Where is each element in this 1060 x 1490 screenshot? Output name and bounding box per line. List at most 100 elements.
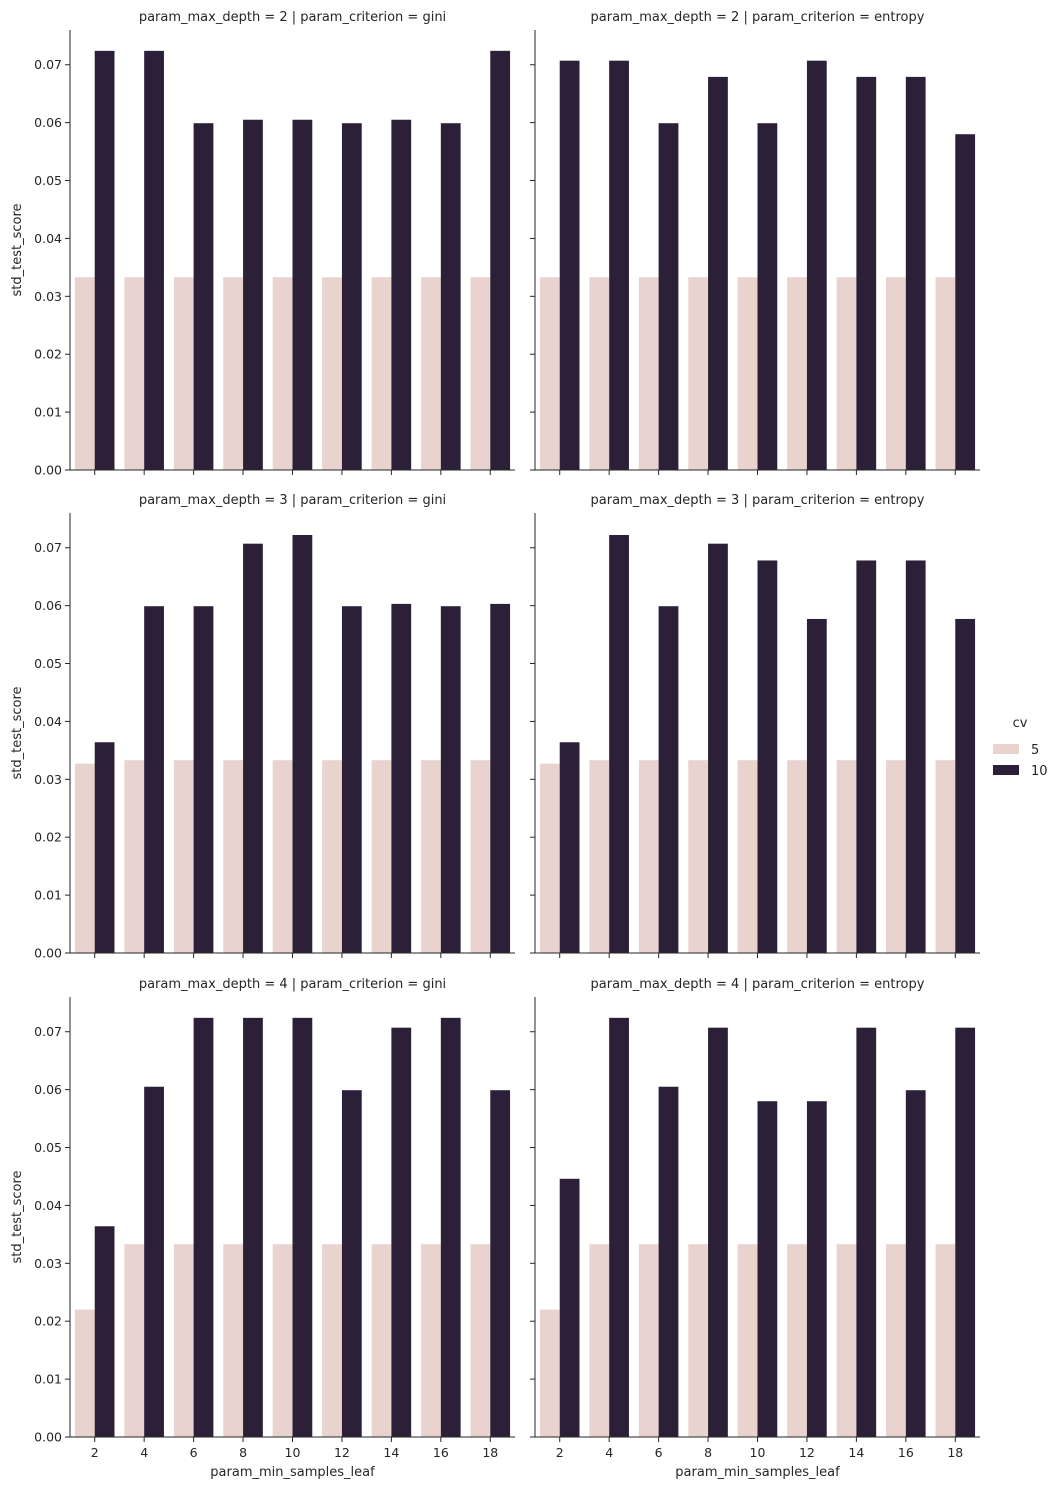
bar xyxy=(193,1017,214,1437)
bar xyxy=(905,1090,926,1437)
bar xyxy=(74,1309,95,1437)
bar xyxy=(609,535,629,953)
bar xyxy=(589,1244,610,1437)
facet-panel: 2 4 6 8 10 12 14 16 18 param_max_depth = 4 | para… xyxy=(530,977,980,1480)
bar xyxy=(391,1027,412,1437)
y-tick-label: 0.04 xyxy=(34,231,62,246)
x-tick-label: 12 xyxy=(799,1445,815,1460)
y-tick-label: 0.00 xyxy=(34,946,62,961)
bar xyxy=(173,1244,194,1437)
x-tick-label: 6 xyxy=(655,1445,663,1460)
bar xyxy=(708,543,728,953)
facet-title: param_max_depth = 2 | param_criterion = … xyxy=(139,10,446,25)
x-tick-label: 10 xyxy=(285,1445,301,1460)
bar xyxy=(806,1101,827,1437)
bar xyxy=(341,123,362,471)
bar xyxy=(173,277,194,470)
bar xyxy=(490,603,511,953)
bar xyxy=(272,277,293,470)
bar xyxy=(440,1017,461,1437)
bar xyxy=(757,123,778,471)
x-tick-label: 2 xyxy=(91,1445,99,1460)
bar xyxy=(470,1244,491,1437)
bar xyxy=(322,760,342,953)
y-tick-label: 0.03 xyxy=(34,289,62,304)
y-axis-label: std_test_score xyxy=(10,1170,25,1263)
bar xyxy=(391,603,412,953)
bar xyxy=(124,760,145,953)
x-tick-label: 4 xyxy=(605,1445,613,1460)
bar xyxy=(638,277,659,470)
bar xyxy=(836,277,857,470)
x-tick-label: 18 xyxy=(482,1445,498,1460)
facet-title: param_max_depth = 3 | param_criterion = … xyxy=(139,493,446,508)
bar xyxy=(94,1226,115,1437)
bar xyxy=(144,50,164,471)
y-tick-label: 0.07 xyxy=(34,540,62,555)
legend-title: cv xyxy=(1013,716,1028,731)
facet-title: param_max_depth = 4 | param_criterion = … xyxy=(139,977,446,992)
facet-panel: 0.00 0.01 0.02 0.03 0.04 0.05 0.06 0.07 param_ma… xyxy=(10,10,515,478)
bar xyxy=(955,618,976,953)
bar xyxy=(836,760,857,953)
bar xyxy=(658,606,679,953)
bar xyxy=(74,277,95,470)
bar xyxy=(341,606,362,953)
x-axis-label: param_min_samples_leaf xyxy=(675,1465,840,1480)
legend-label: 10 xyxy=(1031,764,1048,779)
bar xyxy=(886,277,906,470)
y-tick-label: 0.02 xyxy=(34,347,62,362)
bar xyxy=(638,1244,659,1437)
bar xyxy=(905,76,926,470)
bar xyxy=(243,1017,263,1437)
y-tick-label: 0.04 xyxy=(34,714,62,729)
bar xyxy=(539,1309,560,1437)
bar xyxy=(421,277,441,470)
y-tick-label: 0.03 xyxy=(34,1256,62,1271)
bar xyxy=(955,1027,976,1437)
legend-label: 5 xyxy=(1031,743,1039,758)
bar xyxy=(490,1090,511,1437)
bar xyxy=(223,1244,244,1437)
bar xyxy=(589,277,610,470)
x-tick-label: 14 xyxy=(383,1445,399,1460)
bar xyxy=(193,606,214,953)
bar xyxy=(539,763,560,953)
bar xyxy=(539,277,560,470)
bar xyxy=(124,1244,145,1437)
bar xyxy=(322,1244,342,1437)
bar xyxy=(490,50,511,471)
bar xyxy=(806,60,827,471)
y-tick-label: 0.05 xyxy=(34,1140,62,1155)
bar xyxy=(440,123,461,471)
bar xyxy=(905,560,926,953)
x-tick-label: 10 xyxy=(750,1445,766,1460)
bar xyxy=(94,50,115,471)
y-tick-label: 0.01 xyxy=(34,1372,62,1387)
legend-swatch xyxy=(993,765,1019,775)
bar xyxy=(292,1017,313,1437)
y-tick-label: 0.06 xyxy=(34,115,62,130)
y-tick-label: 0.02 xyxy=(34,1314,62,1329)
bar xyxy=(440,606,461,953)
x-axis-label: param_min_samples_leaf xyxy=(210,1465,375,1480)
bar xyxy=(223,760,244,953)
bar xyxy=(470,277,491,470)
bar xyxy=(292,535,313,953)
bar xyxy=(737,760,758,953)
bar xyxy=(173,760,194,953)
bar xyxy=(836,1244,857,1437)
bar xyxy=(421,1244,441,1437)
bar xyxy=(787,760,807,953)
bar xyxy=(935,760,956,953)
bar xyxy=(787,277,807,470)
x-tick-label: 12 xyxy=(334,1445,350,1460)
bar xyxy=(371,1244,392,1437)
bar xyxy=(737,1244,758,1437)
bar xyxy=(272,760,293,953)
bar xyxy=(559,1178,580,1437)
bar xyxy=(935,277,956,470)
bar xyxy=(193,123,214,471)
legend: cv 5 10 xyxy=(993,716,1048,779)
